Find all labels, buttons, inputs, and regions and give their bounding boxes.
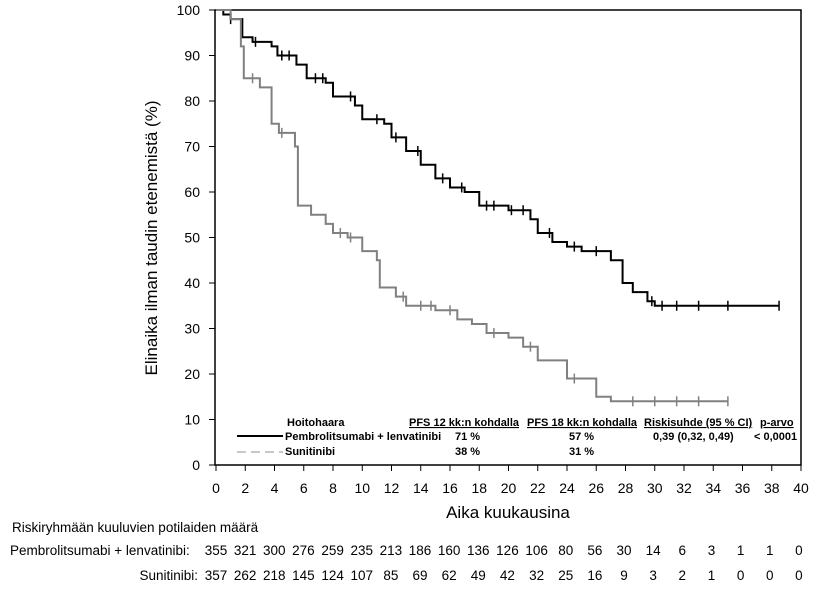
legend-pembro-hr: 0,39 (0,32, 0,49) <box>653 431 734 443</box>
risk-count: 186 <box>408 543 432 558</box>
risk-count: 1 <box>765 543 774 558</box>
risk-count: 300 <box>263 543 286 558</box>
x-tick-label: 28 <box>618 480 634 496</box>
x-tick-label: 30 <box>647 480 663 496</box>
risk-count: 136 <box>467 543 490 558</box>
risk-count: 1 <box>736 543 745 558</box>
risk-table-title: Riskiryhmään kuuluvien potilaiden määrä <box>12 520 259 535</box>
x-tick-label: 8 <box>329 480 337 496</box>
risk-count: 126 <box>496 543 519 558</box>
legend-header-pfs12: PFS 12 kk:n kohdalla <box>409 417 520 429</box>
risk-count: 124 <box>321 568 344 583</box>
risk-count: 16 <box>587 568 603 583</box>
x-tick-label: 12 <box>384 480 400 496</box>
risk-row-label-pembro: Pembrolitsumabi + lenvatinibi: <box>10 543 190 558</box>
risk-count: 25 <box>558 568 574 583</box>
risk-count: 56 <box>587 543 603 558</box>
x-tick-label: 26 <box>588 480 604 496</box>
risk-count: 6 <box>678 543 687 558</box>
legend-pembro-pfs18: 57 % <box>569 431 594 443</box>
x-tick-label: 14 <box>413 480 429 496</box>
risk-count: 357 <box>204 568 228 583</box>
x-tick-label: 20 <box>501 480 517 496</box>
risk-count: 321 <box>233 543 257 558</box>
risk-count: 145 <box>292 568 315 583</box>
risk-count: 49 <box>470 568 486 583</box>
x-tick-label: 16 <box>442 480 458 496</box>
y-tick-label: 50 <box>184 230 200 246</box>
risk-count: 32 <box>529 568 545 583</box>
risk-count: 62 <box>441 568 457 583</box>
risk-count: 160 <box>437 543 461 558</box>
x-tick-label: 2 <box>241 480 249 496</box>
risk-count: 213 <box>379 543 403 558</box>
x-tick-label: 36 <box>735 480 751 496</box>
y-axis-label: Elinaika ilman taudin etenemistä (%) <box>142 101 161 376</box>
risk-count: 69 <box>412 568 428 583</box>
x-tick-label: 4 <box>271 480 279 496</box>
legend-suni-name: Sunitinibi <box>285 446 335 458</box>
risk-count: 218 <box>263 568 286 583</box>
x-tick-label: 0 <box>212 480 220 496</box>
x-tick-label: 38 <box>764 480 780 496</box>
legend-header-hr: Riskisuhde (95 % CI) <box>644 417 753 429</box>
risk-count: 14 <box>645 543 661 558</box>
x-tick-label: 18 <box>471 480 487 496</box>
y-tick-label: 30 <box>184 321 200 337</box>
risk-count: 262 <box>233 568 257 583</box>
risk-count: 355 <box>204 543 228 558</box>
y-tick-label: 70 <box>184 139 200 155</box>
y-tick-label: 0 <box>192 457 200 473</box>
km-curve-pembro <box>216 9 780 307</box>
legend-header-arm: Hoitohaara <box>287 417 345 429</box>
risk-count: 42 <box>499 568 515 583</box>
risk-count: 1 <box>707 568 716 583</box>
legend-suni-pfs18: 31 % <box>569 446 594 458</box>
risk-count: 0 <box>795 543 803 558</box>
x-tick-label: 10 <box>354 480 370 496</box>
risk-count: 85 <box>383 568 399 583</box>
x-tick-label: 32 <box>676 480 692 496</box>
risk-row-label-suni: Sunitinibi: <box>139 568 198 583</box>
legend-suni-pfs12: 38 % <box>455 446 480 458</box>
y-tick-label: 40 <box>184 275 200 291</box>
risk-count: 0 <box>765 568 774 583</box>
plot-frame <box>214 9 802 466</box>
y-tick-label: 90 <box>184 48 200 64</box>
y-tick-label: 80 <box>184 93 200 109</box>
km-curve-sunitinibi <box>216 9 728 403</box>
risk-count: 259 <box>321 543 344 558</box>
y-tick-label: 100 <box>177 2 201 18</box>
y-tick-label: 10 <box>184 412 200 428</box>
risk-count: 80 <box>558 543 574 558</box>
legend-pembro-pfs12: 71 % <box>455 431 480 443</box>
risk-count: 0 <box>736 568 745 583</box>
risk-count: 0 <box>795 568 803 583</box>
legend-pembro-p: < 0,0001 <box>754 431 797 443</box>
x-axis-label: Aika kuukausina <box>446 503 570 522</box>
risk-count: 9 <box>620 568 628 583</box>
y-tick-label: 60 <box>184 184 200 200</box>
x-tick-label: 6 <box>300 480 308 496</box>
legend-pembro-name: Pembrolitsumabi + lenvatinibi <box>285 431 441 443</box>
x-tick-label: 40 <box>793 480 809 496</box>
legend: Hoitohaara PFS 12 kk:n kohdalla PFS 18 k… <box>237 417 797 458</box>
x-tick-label: 24 <box>559 480 575 496</box>
risk-count: 30 <box>616 543 632 558</box>
risk-count: 106 <box>525 543 548 558</box>
risk-count: 3 <box>707 543 716 558</box>
risk-count: 3 <box>649 568 657 583</box>
risk-count: 235 <box>350 543 373 558</box>
risk-count: 2 <box>678 568 687 583</box>
x-tick-label: 22 <box>530 480 546 496</box>
risk-count: 276 <box>292 543 315 558</box>
y-tick-label: 20 <box>184 366 200 382</box>
legend-header-pfs18: PFS 18 kk:n kohdalla <box>527 417 638 429</box>
x-tick-label: 34 <box>705 480 721 496</box>
risk-count: 107 <box>350 568 373 583</box>
legend-header-p: p-arvo <box>760 417 794 429</box>
